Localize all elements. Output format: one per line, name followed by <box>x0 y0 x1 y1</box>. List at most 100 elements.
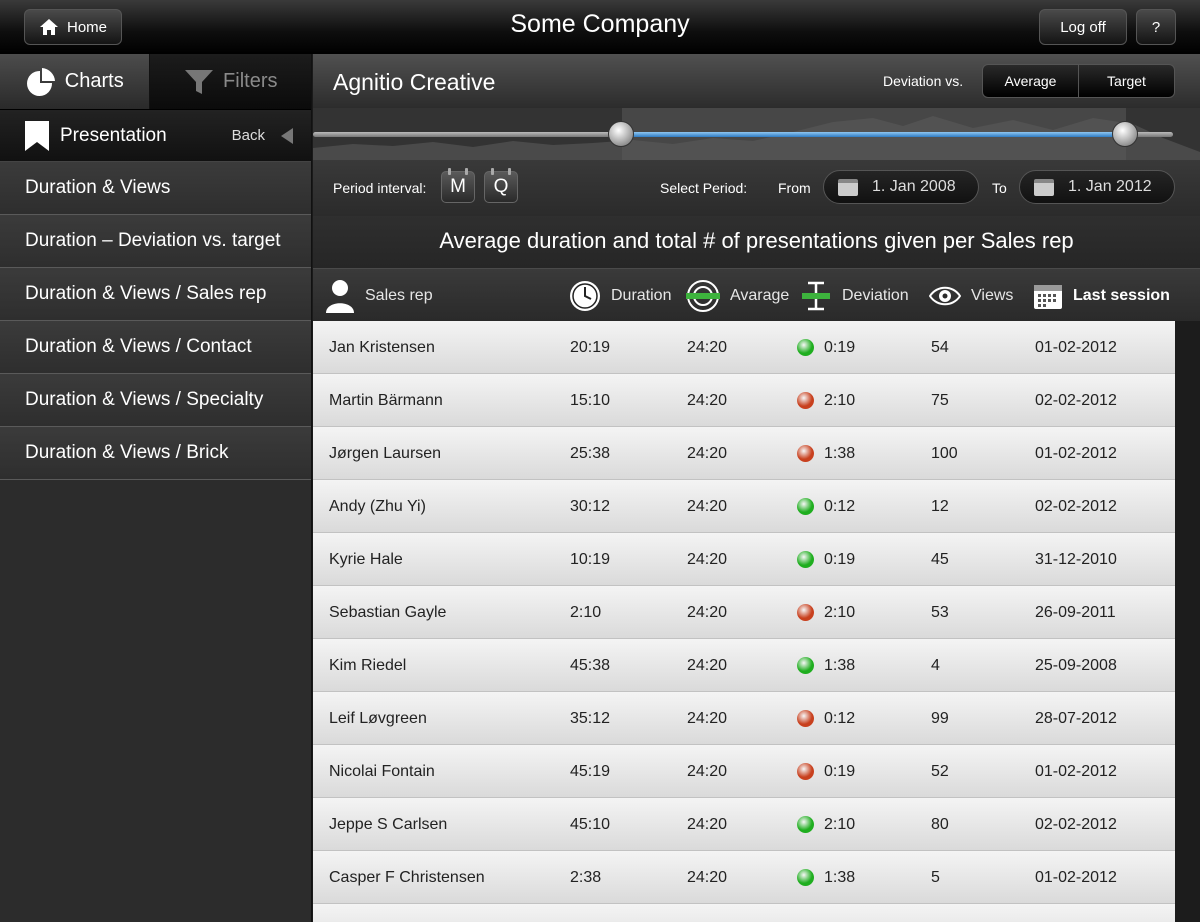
status-dot-icon <box>797 763 814 780</box>
period-range-slider[interactable] <box>313 108 1200 160</box>
calendar-icon <box>838 178 858 196</box>
cell-last: 01-02-2012 <box>1035 851 1117 904</box>
clock-icon <box>570 280 600 311</box>
cell-views-text: 5 <box>931 868 940 886</box>
column-deviation[interactable]: Deviation <box>800 269 909 322</box>
cell-deviation: 1:38 <box>797 639 855 692</box>
average-button[interactable]: Average <box>1004 73 1057 89</box>
cell-deviation-text: 1:38 <box>824 656 856 674</box>
cell-last-text: 25-09-2008 <box>1035 656 1117 674</box>
from-date-picker[interactable]: 1. Jan 2008 <box>823 170 979 204</box>
back-button[interactable]: Back <box>231 127 265 144</box>
table-row[interactable]: Martin Bärmann 15:10 24:20 2:10 75 02-02-2012 <box>313 374 1175 427</box>
help-button[interactable]: ? <box>1136 9 1176 45</box>
cell-views: 99 <box>931 692 949 745</box>
cell-name-text: Casper F Christensen <box>329 868 485 886</box>
cell-name-text: Jan Kristensen <box>329 338 435 356</box>
table-row[interactable]: Jan Kristensen 20:19 24:20 0:19 54 01-02-2012 <box>313 321 1175 374</box>
table-row[interactable]: Jeppe S Carlsen 45:10 24:20 2:10 80 02-02-201… <box>313 798 1175 851</box>
sidebar-item-contact[interactable]: Duration & Views / Contact <box>0 321 311 374</box>
cell-duration-text: 2:10 <box>570 603 602 621</box>
column-average[interactable]: Avarage <box>686 269 789 322</box>
cell-deviation: 2:10 <box>797 374 855 427</box>
column-sales-rep[interactable]: Sales rep <box>325 269 433 322</box>
presentation-bar: Presentation Back <box>0 109 311 162</box>
table-row[interactable]: Kim Riedel 45:38 24:20 1:38 4 25-09-2008 <box>313 639 1175 692</box>
home-icon <box>39 19 58 35</box>
slider-start-handle[interactable] <box>608 121 634 147</box>
period-bar: Period interval: M Q Select Period: From… <box>313 160 1200 216</box>
cell-views-text: 52 <box>931 762 949 780</box>
column-last-session[interactable]: Last session <box>1033 269 1170 322</box>
cell-name: Jørgen Laursen <box>329 427 441 480</box>
cell-average-text: 24:20 <box>687 338 728 356</box>
cell-name: Jan Kristensen <box>329 321 435 374</box>
log-off-button[interactable]: Log off <box>1039 9 1127 45</box>
home-button[interactable]: Home <box>24 9 122 45</box>
cell-duration-text: 20:19 <box>570 338 611 356</box>
interval-quarter-button[interactable]: Q <box>484 168 518 203</box>
table-row[interactable]: Nicolai Fontain 45:19 24:20 0:19 52 01-02-201… <box>313 745 1175 798</box>
sidebar-item-deviation-vs-target[interactable]: Duration – Deviation vs. target <box>0 215 311 268</box>
sales-rep-table[interactable]: Jan Kristensen 20:19 24:20 0:19 54 01-02-2012… <box>313 321 1175 922</box>
table-right-gutter <box>1175 321 1200 922</box>
table-row[interactable]: Casper F Christensen 2:38 24:20 1:38 5 01-02-… <box>313 851 1175 904</box>
cell-average-text: 24:20 <box>687 391 728 409</box>
cell-views: 52 <box>931 745 949 798</box>
main-header: Agnitio Creative Deviation vs. Average T… <box>313 54 1200 108</box>
cell-deviation: 1:38 <box>797 851 855 904</box>
cell-name-text: Leif Løvgreen <box>329 709 427 727</box>
interval-month-button[interactable]: M <box>441 168 475 203</box>
cell-last-text: 02-02-2012 <box>1035 815 1117 833</box>
app-title: Some Company <box>510 10 690 38</box>
table-row[interactable]: Sebastian Gayle 2:10 24:20 2:10 53 26-09-2011 <box>313 586 1175 639</box>
cell-views-text: 12 <box>931 497 949 515</box>
column-duration-label: Duration <box>611 286 672 304</box>
table-row[interactable]: Jørgen Laursen 25:38 24:20 1:38 100 01-02-201… <box>313 427 1175 480</box>
status-dot-icon <box>797 869 814 886</box>
table-row[interactable] <box>313 904 1175 922</box>
cell-views-text: 75 <box>931 391 949 409</box>
cell-views-text: 53 <box>931 603 949 621</box>
cell-average-text: 24:20 <box>687 656 728 674</box>
cell-duration-text: 10:19 <box>570 550 611 568</box>
cell-average: 24:20 <box>687 798 727 851</box>
sidebar-item-duration-views[interactable]: Duration & Views <box>0 162 311 215</box>
cell-last: 01-02-2012 <box>1035 745 1117 798</box>
cell-average-text: 24:20 <box>687 815 728 833</box>
sidebar-item-sales-rep[interactable]: Duration & Views / Sales rep <box>0 268 311 321</box>
cell-views: 54 <box>931 321 949 374</box>
cell-duration: 10:19 <box>570 533 610 586</box>
cell-views: 100 <box>931 427 958 480</box>
back-arrow-icon[interactable] <box>281 128 293 144</box>
eye-icon <box>929 286 961 305</box>
cell-average: 24:20 <box>687 321 727 374</box>
cell-average-text: 24:20 <box>687 868 728 886</box>
to-date-picker[interactable]: 1. Jan 2012 <box>1019 170 1175 204</box>
cell-deviation-text: 0:12 <box>824 497 856 515</box>
tab-filters[interactable]: Filters <box>149 54 311 109</box>
cell-last: 02-02-2012 <box>1035 480 1117 533</box>
cell-deviation: 0:12 <box>797 480 855 533</box>
sidebar-item-specialty[interactable]: Duration & Views / Specialty <box>0 374 311 427</box>
table-row[interactable]: Kyrie Hale 10:19 24:20 0:19 45 31-12-2010 <box>313 533 1175 586</box>
cell-last: 02-02-2012 <box>1035 374 1117 427</box>
cell-name-text: Jørgen Laursen <box>329 444 442 462</box>
column-views-label: Views <box>971 286 1014 304</box>
cell-duration: 15:10 <box>570 374 610 427</box>
slider-end-handle[interactable] <box>1112 121 1138 147</box>
cell-views-text: 100 <box>931 444 958 462</box>
column-duration[interactable]: Duration <box>569 269 671 322</box>
column-views[interactable]: Views <box>929 269 1013 322</box>
cell-deviation: 0:19 <box>797 321 855 374</box>
cell-last: 01-02-2012 <box>1035 321 1117 374</box>
target-button[interactable]: Target <box>1078 65 1174 97</box>
sidebar-item-brick[interactable]: Duration & Views / Brick <box>0 427 311 480</box>
cell-last: 31-12-2010 <box>1035 533 1117 586</box>
status-dot-icon <box>797 657 814 674</box>
table-row[interactable]: Andy (Zhu Yi) 30:12 24:20 0:12 12 02-02-2012 <box>313 480 1175 533</box>
table-row[interactable]: Leif Løvgreen 35:12 24:20 0:12 99 28-07-2012 <box>313 692 1175 745</box>
cell-views: 53 <box>931 586 949 639</box>
cell-views: 4 <box>931 639 940 692</box>
tab-charts[interactable]: Charts <box>0 54 150 109</box>
